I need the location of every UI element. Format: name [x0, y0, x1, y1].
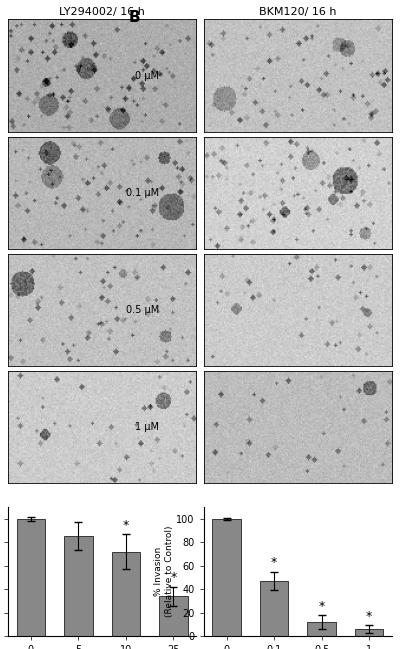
Bar [212, 519, 241, 636]
Bar [159, 596, 188, 636]
Bar [307, 622, 336, 636]
Text: *: * [123, 519, 129, 532]
Y-axis label: 1 μM: 1 μM [135, 422, 159, 432]
Text: *: * [318, 600, 325, 613]
Bar [64, 537, 93, 636]
Y-axis label: 0.1 μM: 0.1 μM [126, 188, 159, 198]
Text: *: * [366, 610, 372, 623]
Text: *: * [170, 572, 176, 585]
Y-axis label: % Invasion
(Relative to Control): % Invasion (Relative to Control) [154, 526, 174, 617]
Bar [16, 519, 45, 636]
Title: LY294002/ 16 h: LY294002/ 16 h [59, 7, 145, 18]
Bar [112, 552, 140, 636]
Bar [260, 581, 288, 636]
Title: BKM120/ 16 h: BKM120/ 16 h [259, 7, 337, 18]
Y-axis label: 0 μM: 0 μM [135, 71, 159, 80]
Bar [355, 629, 384, 636]
Text: B: B [128, 10, 140, 25]
Y-axis label: 0.5 μM: 0.5 μM [126, 305, 159, 315]
Text: *: * [271, 556, 277, 569]
